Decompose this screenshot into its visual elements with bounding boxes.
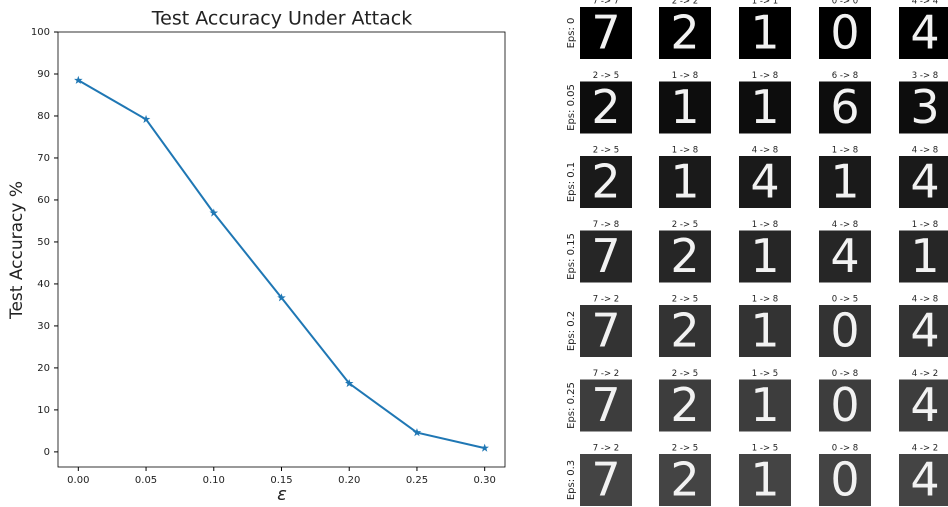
digit-glyph: 0 bbox=[830, 6, 859, 60]
digit-glyph: 2 bbox=[670, 229, 699, 283]
digit-glyph: 0 bbox=[830, 378, 859, 432]
digit-glyph: 4 bbox=[910, 6, 939, 60]
x-tick-label: 0.10 bbox=[203, 475, 225, 486]
y-tick-label: 10 bbox=[37, 405, 50, 416]
x-tick-label: 0.00 bbox=[67, 475, 89, 486]
x-tick-label: 0.15 bbox=[270, 475, 292, 486]
digit-glyph: 7 bbox=[591, 378, 620, 432]
digit-glyph: 1 bbox=[830, 155, 859, 209]
y-tick-label: 50 bbox=[37, 237, 50, 248]
digit-glyph: 1 bbox=[750, 229, 779, 283]
y-tick-label: 100 bbox=[31, 27, 50, 38]
figure: Test Accuracy Under Attack ε Test Accura… bbox=[0, 0, 948, 507]
digit-glyph: 4 bbox=[910, 304, 939, 358]
digit-glyph: 1 bbox=[910, 229, 939, 283]
y-tick-label: 80 bbox=[37, 111, 50, 122]
x-tick-label: 0.30 bbox=[474, 475, 496, 486]
digit-glyph: 3 bbox=[910, 80, 939, 134]
y-axis-label: Test Accuracy % bbox=[7, 181, 27, 320]
row-label: Eps: 0.25 bbox=[566, 382, 577, 429]
digit-glyph: 2 bbox=[591, 80, 620, 134]
digit-glyph: 7 bbox=[591, 6, 620, 60]
digit-glyph: 1 bbox=[750, 304, 779, 358]
digit-glyph: 1 bbox=[670, 80, 699, 134]
digit-glyph: 1 bbox=[670, 155, 699, 209]
y-tick-label: 70 bbox=[37, 153, 50, 164]
row-label: Eps: 0.05 bbox=[566, 84, 577, 131]
digit-glyph: 1 bbox=[750, 378, 779, 432]
y-tick-label: 20 bbox=[37, 363, 50, 374]
digit-glyph: 6 bbox=[830, 80, 859, 134]
digit-glyph: 4 bbox=[830, 229, 859, 283]
digit-glyph: 2 bbox=[670, 378, 699, 432]
x-tick-label: 0.25 bbox=[406, 475, 428, 486]
x-axis-label: ε bbox=[277, 484, 287, 505]
y-tick-label: 60 bbox=[37, 195, 50, 206]
digit-glyph: 4 bbox=[910, 155, 939, 209]
row-label: Eps: 0 bbox=[566, 18, 577, 49]
digit-glyph: 2 bbox=[591, 155, 620, 209]
digit-glyph: 1 bbox=[750, 453, 779, 507]
row-label: Eps: 0.1 bbox=[566, 162, 577, 202]
x-tick-label: 0.05 bbox=[135, 475, 157, 486]
digit-glyph: 7 bbox=[591, 304, 620, 358]
chart-title: Test Accuracy Under Attack bbox=[151, 8, 412, 30]
digit-glyph: 7 bbox=[591, 229, 620, 283]
x-tick-label: 0.20 bbox=[338, 475, 360, 486]
background bbox=[0, 0, 948, 507]
y-tick-label: 90 bbox=[37, 69, 50, 80]
digit-glyph: 1 bbox=[750, 6, 779, 60]
y-tick-label: 0 bbox=[44, 447, 50, 458]
digit-glyph: 2 bbox=[670, 453, 699, 507]
digit-glyph: 4 bbox=[910, 453, 939, 507]
digit-glyph: 4 bbox=[910, 378, 939, 432]
digit-glyph: 0 bbox=[830, 453, 859, 507]
digit-glyph: 0 bbox=[830, 304, 859, 358]
digit-glyph: 4 bbox=[750, 155, 779, 209]
row-label: Eps: 0.15 bbox=[566, 233, 577, 280]
digit-glyph: 2 bbox=[670, 6, 699, 60]
row-label: Eps: 0.2 bbox=[566, 311, 577, 351]
row-label: Eps: 0.3 bbox=[566, 460, 577, 500]
y-tick-label: 40 bbox=[37, 279, 50, 290]
digit-glyph: 1 bbox=[750, 80, 779, 134]
digit-glyph: 2 bbox=[670, 304, 699, 358]
digit-glyph: 7 bbox=[591, 453, 620, 507]
y-tick-label: 30 bbox=[37, 321, 50, 332]
